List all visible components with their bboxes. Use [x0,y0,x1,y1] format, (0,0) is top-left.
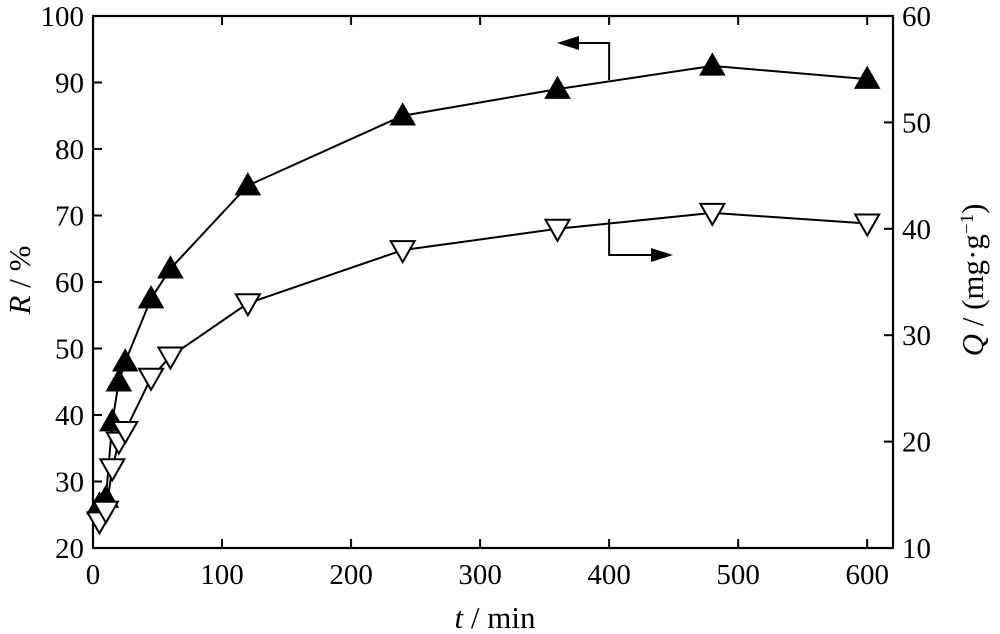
series-1-point [544,75,571,99]
right-axis-arrowhead [651,248,673,262]
y-axis-right-title-sup: −1 [957,214,978,234]
series-1-point [137,285,165,309]
y-left-tick-label: 70 [55,201,84,233]
y-left-tick-label: 40 [55,400,84,432]
x-tick-label: 400 [587,559,631,591]
x-tick-label: 200 [329,559,373,591]
series-2-point [92,500,120,525]
series-2-point [853,213,881,238]
series-line-2 [98,211,868,522]
y-axis-left-title-var: R [2,295,37,315]
series-2-point [698,202,727,227]
series-2-point [156,346,185,371]
x-tick-label: 0 [86,559,101,591]
series-line-1 [98,64,868,506]
plot-frame [91,14,895,550]
y-right-tick-label: 40 [902,214,931,246]
x-tick-label: 500 [716,559,760,591]
series-2-point [111,420,139,445]
series-1-point [853,65,881,89]
x-tick-label: 600 [845,559,889,591]
y-axis-left-title-unit: / % [2,246,37,296]
series-1-point [699,52,726,76]
series-2-point [137,367,165,392]
series-2-point [234,293,262,318]
series-1-point [157,255,184,279]
x-axis-title-unit: / min [463,600,536,634]
y-axis-right-title-close: ) [955,204,990,214]
right-axis-indicator-arrow [608,219,655,256]
series-1-point [105,368,133,392]
x-axis-title: t / min [455,600,536,634]
y-axis-right-title: Q / (mg·g−1) [955,204,990,357]
x-axis-title-var: t [455,600,465,634]
y-axis-left-title: R / % [2,246,37,316]
y-axis-right-title-unit: / (mg·g [955,234,990,334]
y-right-tick-label: 60 [902,1,931,33]
series-1-point [234,172,262,196]
x-tick-label: 100 [200,559,244,591]
y-axis-right-title-var: Q [955,334,990,356]
y-right-tick-label: 30 [902,320,931,352]
y-left-tick-label: 30 [55,467,84,499]
y-right-tick-label: 10 [902,533,931,565]
left-axis-arrowhead [557,36,579,50]
y-left-tick-label: 50 [55,334,84,366]
y-left-tick-label: 60 [55,267,84,299]
y-left-tick-label: 100 [41,1,85,33]
left-axis-indicator-arrow [575,42,611,80]
series-2-point [543,218,572,243]
y-left-tick-label: 20 [55,533,84,565]
series-2-point [388,240,417,265]
x-tick-label: 300 [458,559,502,591]
y-left-tick-label: 90 [55,68,84,100]
series-2-point [98,458,127,483]
y-right-tick-label: 20 [902,427,931,459]
y-right-tick-label: 50 [902,107,931,139]
y-left-tick-label: 80 [55,134,84,166]
series-1-point [111,348,139,372]
series-1-point [389,102,416,126]
